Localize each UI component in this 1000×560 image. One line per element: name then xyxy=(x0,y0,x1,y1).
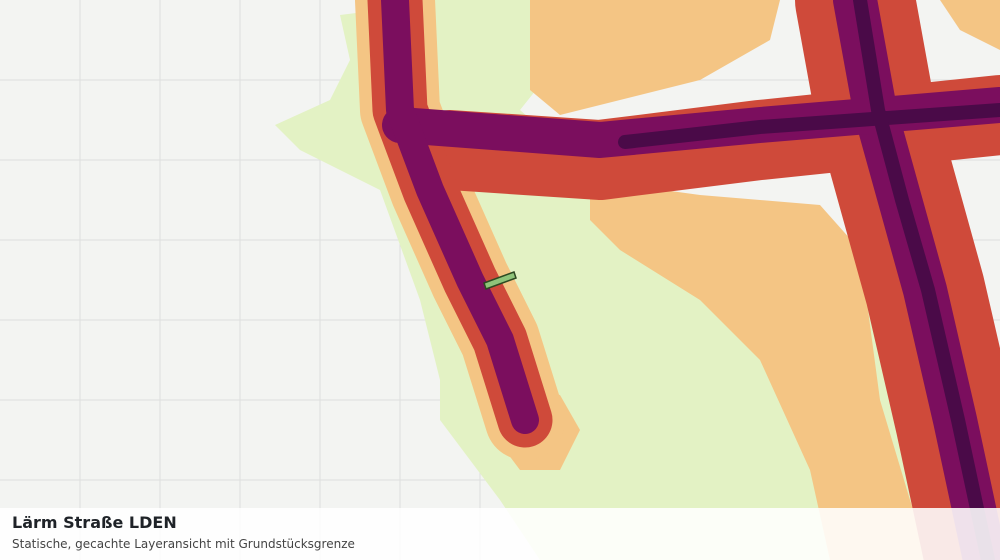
map-title: Lärm Straße LDEN xyxy=(12,513,177,532)
parcel-boundary xyxy=(483,271,517,290)
caption-panel xyxy=(0,508,1000,560)
noise-zones xyxy=(275,0,1000,560)
map-subtitle: Statische, gecachte Layeransicht mit Gru… xyxy=(12,537,355,551)
